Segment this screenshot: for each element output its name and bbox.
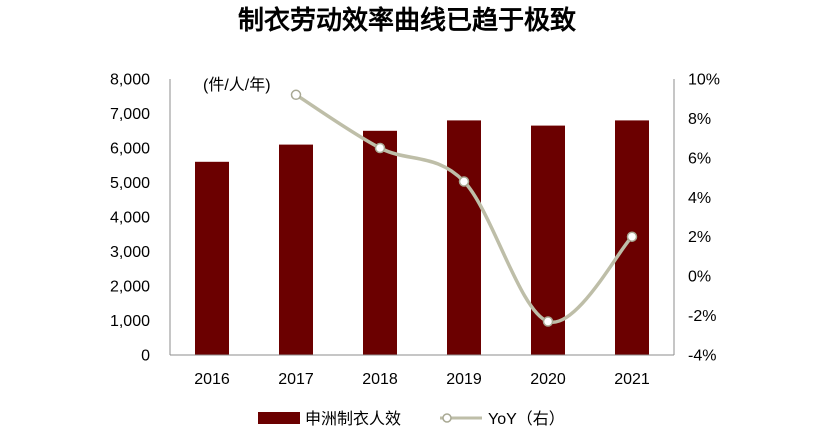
- y-right-tick-label: 2%: [688, 229, 711, 246]
- legend: 申洲制衣人效 YoY（右）: [258, 410, 565, 428]
- axes: [169, 79, 675, 356]
- y-right-tick-labels: -4% -2% 0% 2% 4% 6% 8% 10%: [688, 72, 720, 365]
- yoy-line: [294, 93, 634, 324]
- y-left-unit-label: (件/人/年): [203, 76, 271, 94]
- x-tick-label: 2019: [446, 371, 482, 388]
- y-left-tick-label: 8,000: [110, 72, 150, 89]
- y-left-tick-label: 1,000: [110, 313, 150, 330]
- y-left-tick-labels: 0 1,000 2,000 3,000 4,000 5,000 6,000 7,000 8,00…: [110, 72, 150, 365]
- x-tick-label: 2020: [530, 371, 566, 388]
- y-left-tick-label: 5,000: [110, 175, 150, 192]
- y-left-tick-label: 0: [141, 348, 150, 365]
- legend-swatch-bar: [258, 412, 300, 424]
- x-tick-label: 2016: [194, 371, 230, 388]
- x-tick-label: 2017: [278, 371, 314, 388]
- legend-marker-circle-icon: [442, 413, 452, 423]
- line-series: [294, 93, 634, 324]
- bar-2018: [363, 130, 397, 356]
- chart-title: 制衣劳动效率曲线已趋于极致: [238, 5, 577, 35]
- bar-series: [195, 120, 649, 356]
- legend-label-bar: 申洲制衣人效: [305, 410, 401, 428]
- y-right-tick-label: -2%: [688, 308, 716, 325]
- y-right-tick-label: 0%: [688, 269, 711, 286]
- yoy-point-2021: [626, 231, 638, 242]
- x-tick-label: 2021: [614, 371, 650, 388]
- line-markers: [290, 89, 638, 327]
- x-tick-labels: 2016 2017 2018 2019 2020 2021: [194, 371, 650, 388]
- yoy-point-2020: [542, 316, 554, 327]
- y-left-tick-label: 3,000: [110, 244, 150, 261]
- yoy-point-2017: [290, 89, 302, 101]
- yoy-point-2018: [374, 142, 386, 154]
- yoy-point-2019: [458, 176, 470, 187]
- y-left-tick-label: 6,000: [110, 141, 150, 158]
- bar-2017: [279, 144, 313, 355]
- bar-2016: [195, 161, 229, 355]
- x-tick-label: 2018: [362, 371, 398, 388]
- legend-label-line: YoY（右）: [488, 410, 565, 428]
- y-right-tick-label: 4%: [688, 190, 711, 207]
- y-right-tick-label: 8%: [688, 111, 711, 128]
- y-right-tick-label: 6%: [688, 150, 711, 167]
- y-right-tick-label: 10%: [688, 72, 720, 89]
- y-right-tick-label: -4%: [688, 348, 716, 365]
- y-left-tick-label: 2,000: [110, 279, 150, 296]
- bar-2019: [447, 120, 481, 356]
- y-left-tick-label: 7,000: [110, 106, 150, 123]
- y-left-tick-label: 4,000: [110, 210, 150, 227]
